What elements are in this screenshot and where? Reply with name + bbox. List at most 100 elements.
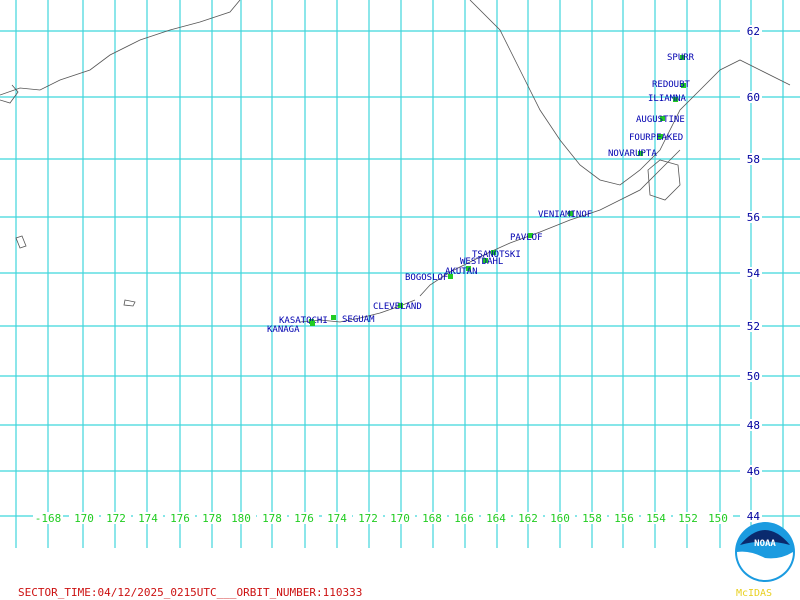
volcano-marker bbox=[528, 233, 533, 238]
latitude-label: 62 bbox=[747, 25, 760, 38]
label-bg bbox=[740, 153, 762, 165]
latitude-label: 54 bbox=[747, 267, 761, 280]
label-bg bbox=[449, 512, 479, 524]
volcano-label: SEGUAM bbox=[342, 315, 375, 325]
latitude-label: 58 bbox=[747, 153, 760, 166]
logo-title: NOAA bbox=[754, 539, 776, 549]
volcano-label: ILIAMNA bbox=[648, 94, 687, 104]
longitude-label: 168 bbox=[422, 512, 442, 525]
label-bg bbox=[740, 211, 762, 223]
longitude-label: 178 bbox=[262, 512, 282, 525]
latitude-label: 56 bbox=[747, 211, 760, 224]
logo-bird bbox=[740, 530, 790, 545]
footer: SECTOR_TIME:04/12/2025_0215UTC___ORBIT_N… bbox=[18, 586, 362, 599]
label-bg bbox=[353, 512, 383, 524]
latitude-label: 48 bbox=[747, 419, 760, 432]
volcano-marker bbox=[398, 303, 403, 308]
label-bg bbox=[740, 91, 762, 103]
label-bg bbox=[165, 512, 195, 524]
volcano-marker bbox=[331, 315, 336, 320]
label-bg bbox=[740, 267, 762, 279]
longitude-label: 172 bbox=[106, 512, 126, 525]
longitude-label: 152 bbox=[678, 512, 698, 525]
label-bg bbox=[69, 512, 99, 524]
label-bg bbox=[673, 512, 703, 524]
volcano-label: FOURPEAKED bbox=[629, 133, 683, 143]
longitude-label: 180 bbox=[231, 512, 251, 525]
longitude-label: 178 bbox=[202, 512, 222, 525]
label-bg bbox=[133, 512, 163, 524]
coastline bbox=[0, 0, 241, 96]
longitude-label: 174 bbox=[327, 512, 347, 525]
volcano-marker bbox=[673, 97, 678, 102]
volcano-marker bbox=[483, 258, 488, 263]
latitude-label: 50 bbox=[747, 370, 760, 383]
noaa-logo: NOAA McIDAS bbox=[735, 522, 795, 599]
longitude-label: -168 bbox=[35, 512, 62, 525]
label-bg bbox=[740, 25, 762, 37]
longitude-label: 176 bbox=[170, 512, 190, 525]
volcano-marker bbox=[310, 321, 315, 326]
volcano-marker bbox=[660, 116, 665, 121]
label-bg bbox=[289, 512, 319, 524]
volcano-marker bbox=[448, 274, 453, 279]
volcano-label: KANAGA bbox=[267, 325, 300, 335]
label-bg bbox=[322, 512, 352, 524]
label-bg bbox=[703, 512, 733, 524]
longitude-label: 162 bbox=[518, 512, 538, 525]
coastline bbox=[15, 235, 27, 249]
coastline bbox=[469, 0, 791, 186]
volcano-marker bbox=[491, 250, 496, 255]
latitude-label: 44 bbox=[747, 510, 761, 523]
label-bg bbox=[740, 510, 762, 522]
volcano-marker bbox=[658, 134, 663, 139]
volcano-label: REDOUBT bbox=[652, 80, 691, 90]
coastlines bbox=[0, 0, 791, 323]
longitude-label: 174 bbox=[138, 512, 158, 525]
label-bg bbox=[226, 512, 256, 524]
label-bg bbox=[740, 320, 762, 332]
volcano-label: VENIAMINOF bbox=[538, 210, 592, 220]
coastline bbox=[0, 84, 19, 104]
coastline bbox=[647, 159, 681, 201]
volcano-marker bbox=[680, 55, 685, 60]
volcano-label: PAVLOF bbox=[510, 233, 543, 243]
longitude-label: 150 bbox=[708, 512, 728, 525]
longitude-label: 176 bbox=[294, 512, 314, 525]
volcano-marker bbox=[568, 211, 573, 216]
logo-caption: McIDAS bbox=[736, 588, 772, 599]
volcano-label: SPURR bbox=[667, 53, 695, 63]
volcano-marker bbox=[681, 83, 686, 88]
label-bg bbox=[740, 370, 762, 382]
latitude-label: 46 bbox=[747, 465, 760, 478]
volcano-label: WESTDAHL bbox=[460, 257, 503, 267]
longitude-label: 170 bbox=[390, 512, 410, 525]
volcano-label: AKUTAN bbox=[445, 267, 478, 277]
label-bg bbox=[257, 512, 287, 524]
label-bg bbox=[101, 512, 131, 524]
latitude-label: 60 bbox=[747, 91, 760, 104]
label-bg bbox=[417, 512, 447, 524]
volcano-label: NOVARUPTA bbox=[608, 149, 657, 159]
latitude-label: 52 bbox=[747, 320, 760, 333]
longitude-label: 172 bbox=[358, 512, 378, 525]
label-bg bbox=[740, 465, 762, 477]
longitude-label: 166 bbox=[454, 512, 474, 525]
volcano-label: TSANOTSKI bbox=[472, 250, 521, 260]
label-bg bbox=[641, 512, 671, 524]
longitude-label: 158 bbox=[582, 512, 602, 525]
label-bg bbox=[481, 512, 511, 524]
coastline bbox=[123, 299, 136, 307]
label-bg bbox=[33, 512, 63, 524]
volcano-label: BOGOSLOF bbox=[405, 273, 448, 283]
logo-wave bbox=[737, 551, 793, 580]
label-bg bbox=[197, 512, 227, 524]
volcano-marker bbox=[466, 266, 471, 271]
label-bg bbox=[545, 512, 575, 524]
longitude-label: 154 bbox=[646, 512, 666, 525]
labels: 62 60 58 56 54 52 50 48 46 44 -168 170 172 174 176 178 1… bbox=[33, 25, 762, 525]
coastline bbox=[419, 149, 681, 297]
label-bg bbox=[740, 419, 762, 431]
label-bg bbox=[609, 512, 639, 524]
